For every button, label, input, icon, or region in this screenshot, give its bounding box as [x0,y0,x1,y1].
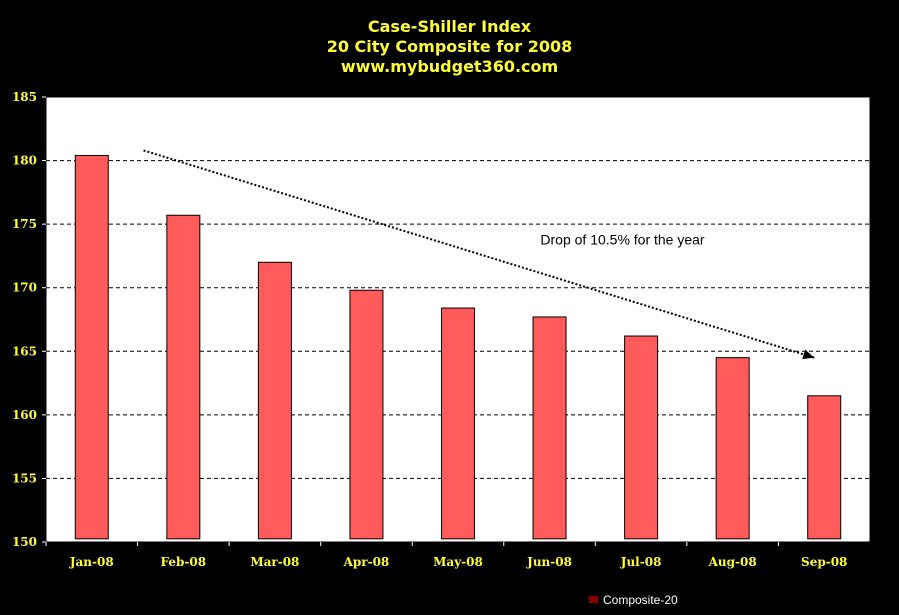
annotation-label: Drop of 10.5% for the year [540,231,705,247]
x-tick-label: Mar-08 [250,555,299,569]
x-axis-ticks: Jan-08 Feb-08 Mar-08 Apr-08 May-08 Jun-08 Jul-… [45,542,847,569]
y-tick-label: 185 [12,90,37,104]
bar [532,316,567,540]
arrow-head [802,349,815,360]
bar [349,289,384,540]
x-tick-label: May-08 [433,555,483,569]
x-tick-label: Jan-08 [69,555,114,569]
y-tick-label: 155 [12,471,37,485]
y-tick-label: 150 [12,535,37,549]
legend: Composite-20 [589,593,678,607]
legend-label: Composite-20 [603,593,678,607]
x-tick-label: Aug-08 [708,555,757,569]
x-tick-label: Jul-08 [620,555,662,569]
y-tick-label: 180 [12,154,37,168]
chart-title: Case-Shiller Index [367,17,532,36]
bar [74,154,109,540]
y-tick-label: 165 [12,344,37,358]
bar [441,307,475,540]
x-tick-label: Feb-08 [161,555,207,569]
trend-arrow [143,149,815,360]
chart-source: www.mybudget360.com [340,57,559,76]
y-tick-label: 175 [12,217,37,231]
y-tick-label: 160 [12,408,37,422]
x-tick-label: Jun-08 [526,555,572,569]
x-tick-label: Apr-08 [343,555,390,569]
bar [715,357,750,540]
chart-subtitle: 20 City Composite for 2008 [326,37,573,56]
chart-title-block: Case-Shiller Index 20 City Composite for… [0,17,899,77]
bars [74,154,842,540]
bar [257,261,292,540]
bar [624,335,659,540]
bar [166,214,201,540]
bar [807,395,842,540]
legend-swatch [589,596,598,603]
y-tick-label: 170 [12,281,37,295]
trend-line [143,149,815,359]
y-axis-ticks: 150 155 160 165 170 175 180 185 [12,90,46,549]
x-tick-label: Sep-08 [801,555,847,569]
